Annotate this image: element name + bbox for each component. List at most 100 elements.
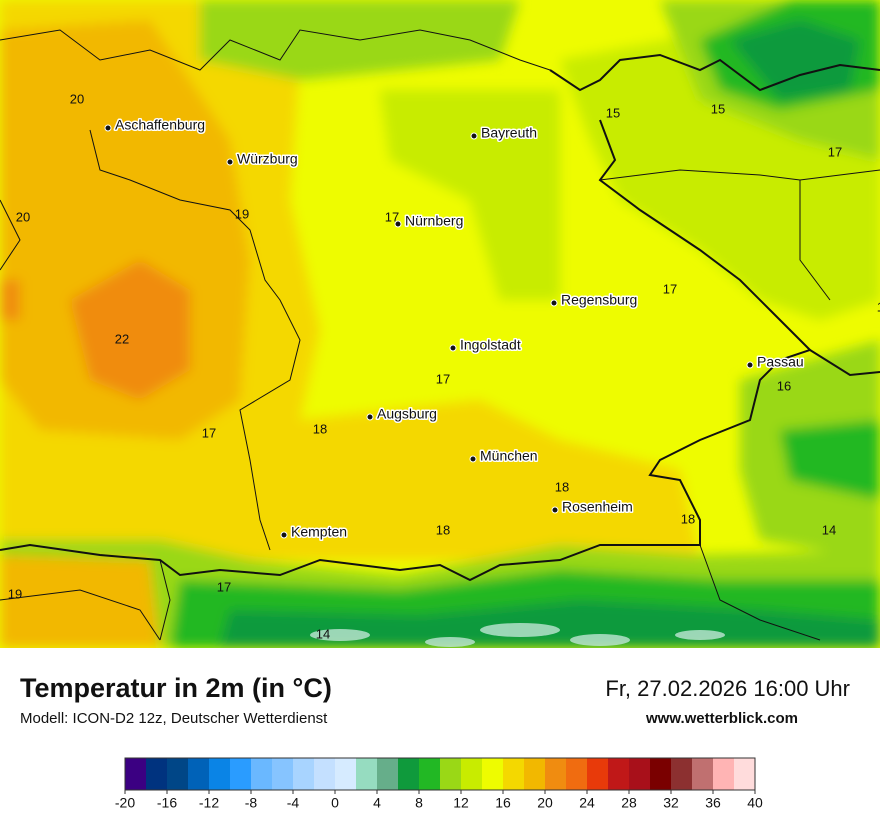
city-label: Nürnberg — [405, 213, 463, 229]
legend-swatch — [545, 758, 567, 790]
legend-swatch — [377, 758, 399, 790]
city-label: Aschaffenburg — [115, 117, 205, 133]
legend-tick-label: -4 — [287, 795, 300, 811]
legend-swatch — [398, 758, 420, 790]
legend-tick-label: -8 — [245, 795, 258, 811]
legend-swatch — [125, 758, 147, 790]
legend-swatch — [356, 758, 378, 790]
city-label: Bayreuth — [481, 125, 537, 141]
temperature-label: 17 — [828, 144, 842, 159]
city-label: Kempten — [291, 524, 347, 540]
legend-swatch — [188, 758, 210, 790]
legend-swatch — [314, 758, 336, 790]
city-label: Rosenheim — [562, 499, 633, 515]
legend-swatch — [419, 758, 441, 790]
temperature-label: 17 — [877, 299, 880, 314]
legend-swatch — [692, 758, 714, 790]
city-dot — [104, 124, 112, 132]
city-label: Ingolstadt — [460, 337, 521, 353]
legend-frame — [124, 757, 756, 791]
legend-tick-label: 28 — [621, 795, 637, 811]
legend-swatch — [566, 758, 588, 790]
city-label: Passau — [757, 354, 804, 370]
temperature-label: 19 — [8, 586, 22, 601]
legend-swatch — [293, 758, 315, 790]
legend-tick-label: 4 — [373, 795, 381, 811]
datetime: Fr, 27.02.2026 16:00 Uhr — [605, 676, 850, 701]
temperature-label: 20 — [70, 91, 84, 106]
temperature-label: 15 — [606, 105, 620, 120]
legend-tick-label: 8 — [415, 795, 423, 811]
legend-swatch — [629, 758, 651, 790]
city-labels: Aschaffenburg Würzburg Bayreuth Nürnberg Reg… — [104, 115, 805, 541]
legend-swatch — [209, 758, 231, 790]
city-dot — [280, 531, 288, 539]
legend-swatch — [503, 758, 525, 790]
temperature-label: 22 — [115, 331, 129, 346]
legend-swatch — [167, 758, 189, 790]
title: Temperatur in 2m (in °C) — [20, 673, 332, 703]
legend-swatch — [482, 758, 504, 790]
legend-swatch — [608, 758, 630, 790]
legend-tick-label: 32 — [663, 795, 679, 811]
temperature-label: 20 — [16, 209, 30, 224]
legend-swatch — [671, 758, 693, 790]
legend-swatch — [335, 758, 357, 790]
city-dot — [469, 455, 477, 463]
city-label: Augsburg — [377, 406, 437, 422]
temperature-label: 17 — [436, 371, 450, 386]
city-dot — [366, 413, 374, 421]
legend-tick-label: 36 — [705, 795, 721, 811]
legend-swatch — [146, 758, 168, 790]
city-dot — [746, 361, 754, 369]
legend-swatch — [272, 758, 294, 790]
legend-swatch — [461, 758, 483, 790]
temperature-label: 18 — [313, 421, 327, 436]
temperature-label: 15 — [711, 101, 725, 116]
subtitle: Modell: ICON-D2 12z, Deutscher Wetterdie… — [20, 710, 328, 727]
legend-swatch — [713, 758, 735, 790]
legend-tick-label: 16 — [495, 795, 511, 811]
temperature-label: 17 — [217, 579, 231, 594]
city-dot — [449, 344, 457, 352]
legend-swatch — [440, 758, 462, 790]
temperature-label: 18 — [555, 479, 569, 494]
legend-tick-label: 20 — [537, 795, 553, 811]
legend-tick-label: -16 — [157, 795, 177, 811]
snow-patches — [310, 623, 725, 647]
legend-swatch — [251, 758, 273, 790]
city-dot — [470, 132, 478, 140]
temperature-label: 19 — [235, 206, 249, 221]
legend-tick-label: 0 — [331, 795, 339, 811]
legend-swatch — [230, 758, 252, 790]
legend-tick-label: -20 — [115, 795, 135, 811]
legend-swatch — [587, 758, 609, 790]
temperature-label: 18 — [436, 522, 450, 537]
city-dot — [394, 220, 402, 228]
legend-swatch — [734, 758, 756, 790]
temperature-label: 14 — [316, 626, 330, 641]
borders — [0, 29, 880, 641]
color-legend: -20 -16 -12 -8 -4 0 4 8 12 16 20 24 28 32 36 40 — [115, 757, 763, 811]
temperature-label: 17 — [663, 281, 677, 296]
legend-swatch — [524, 758, 546, 790]
legend-swatch — [650, 758, 672, 790]
temperature-label: 16 — [777, 378, 791, 393]
city-label: Regensburg — [561, 292, 637, 308]
temperature-label: 18 — [681, 511, 695, 526]
temperature-label: 17 — [202, 425, 216, 440]
temperature-labels: 20 20 19 17 22 17 18 17 18 18 18 17 19 14 14 16 17 15 15 17… — [8, 91, 880, 641]
website: www.wetterblick.com — [645, 710, 798, 727]
city-dot — [551, 506, 559, 514]
temperature-label: 14 — [822, 522, 836, 537]
header: Temperatur in 2m (in °C) Modell: ICON-D2… — [20, 673, 850, 727]
city-dot — [226, 158, 234, 166]
map: 20 20 19 17 22 17 18 17 18 18 18 17 19 14 14 16 17 15 15 17… — [0, 0, 880, 648]
city-label: München — [480, 448, 538, 464]
temperature-label: 17 — [385, 209, 399, 224]
legend-tick-label: 12 — [453, 795, 469, 811]
legend-tick-label: 40 — [747, 795, 763, 811]
legend-tick-label: 24 — [579, 795, 595, 811]
